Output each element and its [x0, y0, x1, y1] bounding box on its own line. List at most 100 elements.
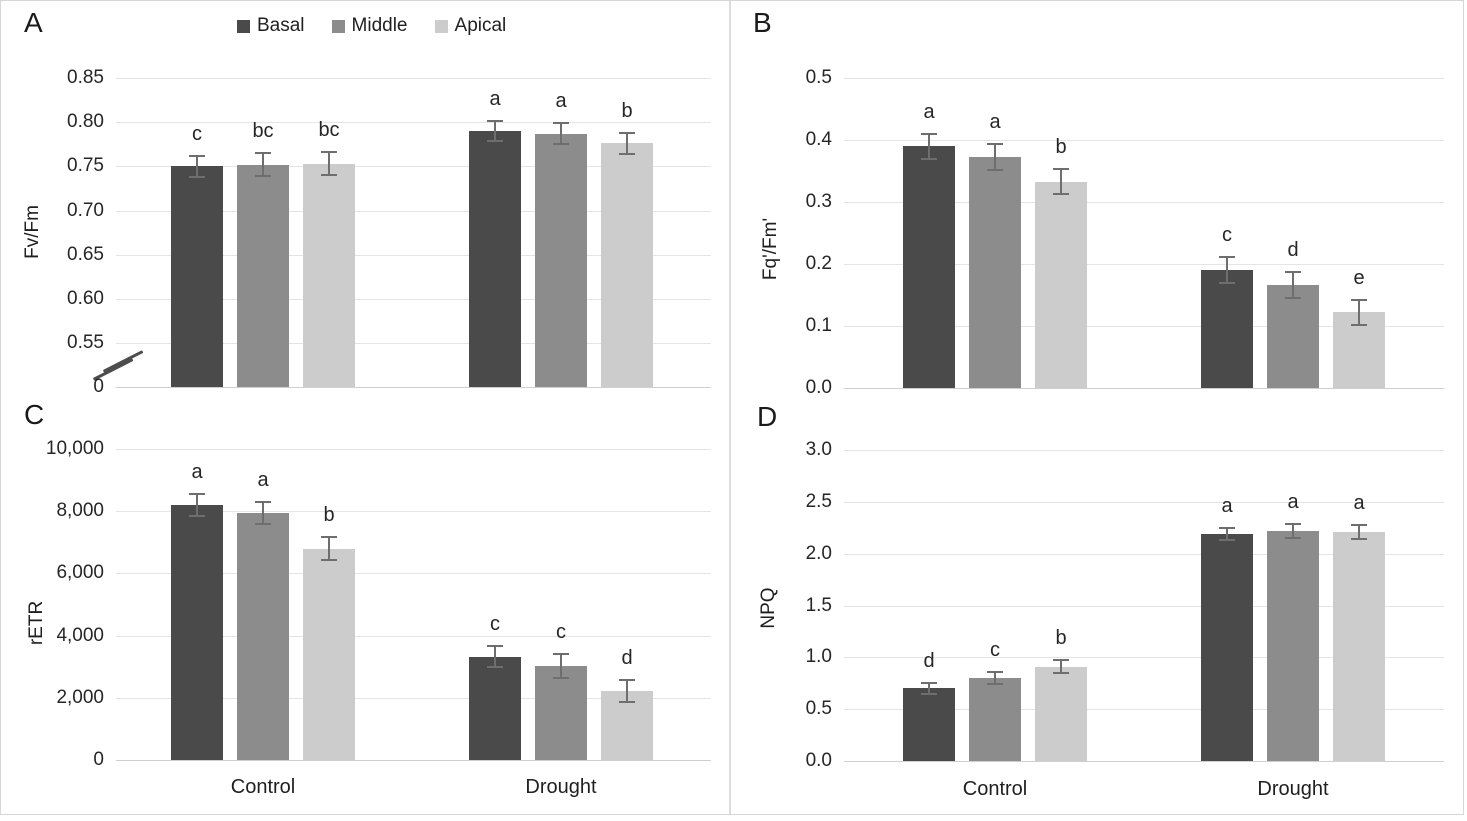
gridline	[116, 166, 711, 168]
significance-letter: d	[621, 646, 633, 669]
error-bar	[328, 536, 330, 561]
error-bar-cap	[619, 131, 635, 134]
bar-basal-drought	[1201, 533, 1253, 761]
error-bar-cap	[921, 132, 937, 135]
gridline	[844, 709, 1444, 711]
error-bar	[1292, 272, 1294, 299]
error-bar-cap	[619, 700, 635, 703]
y-tick-label: 2.0	[805, 542, 832, 564]
error-bar-cap	[1351, 538, 1367, 541]
error-bar-cap	[619, 152, 635, 155]
error-bar	[994, 143, 996, 170]
error-bar-cap	[255, 500, 271, 503]
error-bar-cap	[553, 652, 569, 655]
bar-middle-control	[237, 512, 289, 760]
bar-basal-control	[903, 146, 955, 388]
bar-apical-drought	[1333, 531, 1385, 761]
gridline	[844, 605, 1444, 607]
gridline	[844, 326, 1444, 327]
error-bar-cap	[1219, 539, 1235, 542]
legend-item: Middle	[331, 15, 408, 37]
x-category-label: Drought	[525, 776, 597, 798]
error-bar	[1060, 169, 1062, 194]
gridline	[116, 122, 711, 124]
legend-item: Apical	[434, 15, 507, 37]
gridline	[116, 343, 711, 344]
error-bar-cap	[1053, 192, 1069, 195]
x-axis-line	[116, 387, 711, 388]
legend-label: Apical	[454, 15, 507, 36]
y-tick-label: 0.85	[67, 67, 104, 88]
x-axis-line	[116, 760, 711, 761]
y-tick-label: 0.0	[805, 750, 832, 771]
significance-letter: a	[1353, 491, 1365, 514]
error-bar	[196, 155, 198, 177]
significance-letter: c	[490, 613, 500, 636]
gridline	[844, 553, 1444, 555]
error-bar-cap	[1351, 298, 1367, 301]
error-bar	[262, 153, 264, 177]
significance-letter: c	[556, 620, 566, 643]
error-bar	[196, 494, 198, 516]
error-bar-cap	[1219, 256, 1235, 259]
significance-letter: a	[555, 90, 567, 113]
y-tick-label: 0.60	[67, 287, 104, 309]
y-tick-label: 0.4	[805, 129, 832, 150]
significance-letter: e	[1353, 266, 1365, 289]
y-tick-label: 0.55	[67, 332, 104, 353]
y-tick-label: 0.65	[67, 243, 104, 265]
gridline	[116, 298, 711, 300]
gridline	[116, 78, 711, 79]
significance-letter: a	[989, 110, 1001, 133]
error-bar-cap	[321, 151, 337, 154]
error-bar	[560, 123, 562, 145]
y-tick-label: 0.3	[805, 191, 832, 212]
error-bar-cap	[487, 666, 503, 668]
bar-middle-drought	[535, 665, 587, 760]
gridline	[844, 78, 1444, 79]
panel-a-label: A	[24, 7, 43, 38]
error-bar-cap	[255, 152, 271, 155]
significance-letter: a	[191, 461, 203, 484]
legend-swatch-basal	[237, 19, 250, 33]
gridline	[116, 511, 711, 513]
x-category-label: Control	[230, 776, 296, 798]
significance-letter: b	[323, 503, 335, 526]
error-bar-cap	[189, 514, 205, 517]
y-tick-label: 10,000	[45, 438, 104, 459]
y-tick-label: 4,000	[56, 624, 104, 646]
significance-letter: c	[1222, 224, 1232, 247]
significance-letter: bc	[252, 120, 274, 143]
error-bar-cap	[255, 175, 271, 178]
error-bar	[560, 653, 562, 678]
error-bar	[928, 133, 930, 159]
y-tick-label: 6,000	[56, 562, 104, 584]
y-tick-label: 0.2	[805, 253, 832, 274]
error-bar	[1060, 660, 1062, 673]
bar-basal-drought	[469, 131, 521, 387]
y-tick-label: 0	[93, 749, 104, 770]
error-bar	[626, 132, 628, 154]
error-bar	[626, 679, 628, 702]
bar-basal-control	[903, 688, 955, 761]
gridline	[116, 210, 711, 212]
error-bar-cap	[987, 670, 1003, 673]
error-bar	[262, 501, 264, 524]
significance-letter: c	[990, 638, 1000, 661]
error-bar-cap	[321, 174, 337, 177]
error-bar-cap	[487, 645, 503, 648]
gridline	[116, 449, 711, 450]
error-bar-cap	[487, 120, 503, 123]
error-bar-cap	[321, 535, 337, 538]
gridline	[116, 254, 711, 256]
panel-b-label: B	[753, 7, 772, 38]
bar-apical-control	[303, 548, 355, 760]
legend-swatch-apical	[434, 19, 448, 33]
significance-letter: a	[1221, 494, 1233, 517]
error-bar-cap	[921, 692, 937, 695]
error-bar	[928, 683, 930, 694]
